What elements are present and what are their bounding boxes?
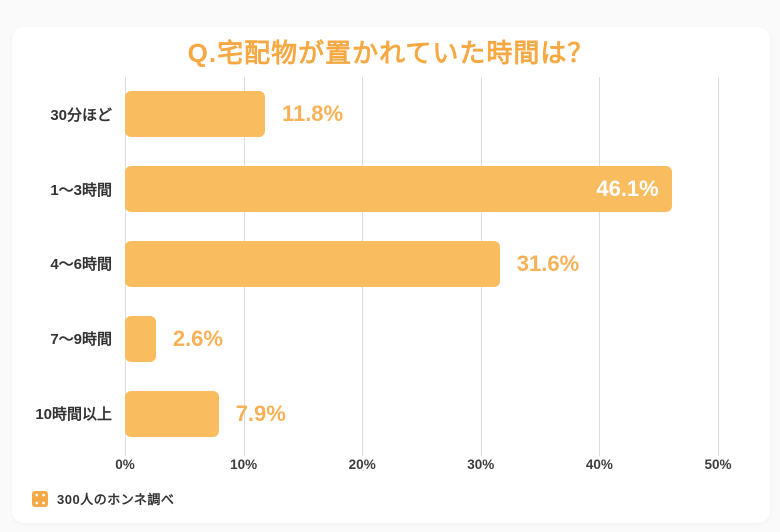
- survey-logo-icon: [32, 490, 48, 507]
- chart-title: Q.宅配物が置かれていた時間は？: [187, 38, 595, 68]
- bars-layer: 11.8% 46.1% 31.6% 2.6% 7.9%: [125, 77, 718, 451]
- value-label: 31.6%: [516, 250, 580, 276]
- x-tick-label: 10%: [230, 457, 258, 472]
- value-label: 46.1%: [596, 176, 659, 202]
- source-label: 300人のホンネ調べ: [57, 492, 175, 507]
- gridline: [718, 77, 719, 456]
- bar-row: 11.8%: [125, 77, 718, 152]
- category-label: 10時間以上: [35, 406, 112, 424]
- bar: [125, 240, 500, 287]
- value-label: 11.8%: [281, 101, 344, 127]
- category-labels-column: 30分ほど 1〜3時間 4〜6時間 7〜9時間 10時間以上: [12, 77, 125, 451]
- value-label: 7.9%: [235, 400, 286, 426]
- x-tick-label: 30%: [467, 457, 495, 472]
- bar-row: 2.6%: [125, 301, 718, 376]
- x-axis: 0% 10% 20% 30% 40% 50%: [115, 451, 731, 477]
- bar-row: 31.6%: [125, 227, 718, 302]
- plot-area: 11.8% 46.1% 31.6% 2.6% 7.9%: [125, 77, 719, 456]
- category-label: 7〜9時間: [50, 331, 112, 349]
- source-footer: 300人のホンネ調べ: [32, 489, 770, 508]
- gridline: [599, 77, 601, 456]
- bar: [125, 91, 265, 138]
- x-tick-label: 0%: [115, 457, 135, 472]
- x-tick-label: 40%: [585, 457, 613, 472]
- category-label: 30分ほど: [50, 106, 112, 124]
- x-tick-label: 50%: [704, 457, 732, 472]
- bar: 46.1%: [125, 166, 672, 213]
- bar-row: 46.1%: [125, 152, 718, 227]
- bar: [125, 390, 219, 437]
- bar: [125, 315, 156, 362]
- x-tick-label: 20%: [348, 457, 376, 472]
- chart-card: Q.宅配物が置かれていた時間は？ 30分ほど 1〜3時間 4〜6時間 7〜9時間 10時…: [12, 27, 770, 523]
- bar-row: 7.9%: [125, 376, 718, 451]
- category-label: 4〜6時間: [50, 256, 112, 274]
- chart-area: 30分ほど 1〜3時間 4〜6時間 7〜9時間 10時間以上 11.8% 46.1% 31.…: [12, 77, 770, 456]
- value-label: 2.6%: [172, 325, 223, 351]
- category-label: 1〜3時間: [50, 181, 112, 199]
